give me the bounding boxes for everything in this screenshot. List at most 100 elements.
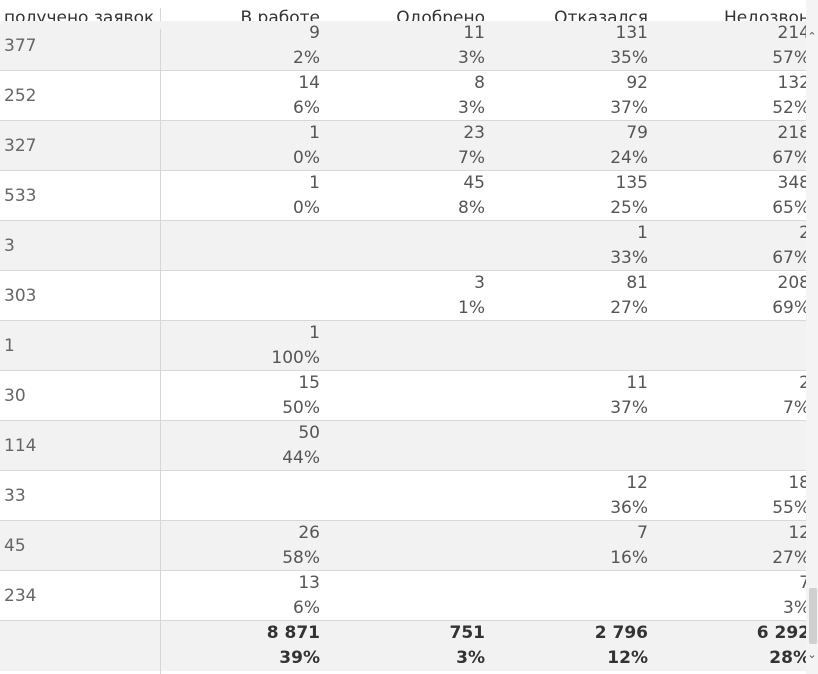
count-value: 131: [615, 23, 648, 43]
value-cell[interactable]: 73%: [670, 571, 806, 621]
count-value: 15: [298, 373, 320, 393]
value-cell[interactable]: [345, 471, 485, 521]
value-cell[interactable]: [180, 471, 320, 521]
count-value: 14: [298, 73, 320, 93]
count-value: 2 796: [594, 623, 648, 643]
column-separator: [160, 29, 161, 674]
value-cell[interactable]: [345, 521, 485, 571]
value-cell[interactable]: [670, 421, 806, 471]
value-cell[interactable]: 1 0%: [180, 121, 320, 171]
count-value: 11: [463, 23, 485, 43]
value-cell[interactable]: 23 7%: [345, 121, 485, 171]
count-value: 11: [626, 373, 648, 393]
value-cell[interactable]: 79 24%: [508, 121, 648, 171]
row-label: 33: [4, 486, 26, 506]
value-cell[interactable]: [345, 321, 485, 371]
value-cell[interactable]: 1 100%: [180, 321, 320, 371]
value-cell[interactable]: [508, 321, 648, 371]
count-value: 7: [799, 573, 806, 593]
percent-value: 35%: [610, 48, 648, 68]
count-value: 50: [298, 423, 320, 443]
vertical-scrollbar[interactable]: ⌃ ⌄: [806, 0, 818, 674]
scrollbar-thumb[interactable]: [809, 588, 817, 644]
value-cell[interactable]: 8 3%: [345, 71, 485, 121]
value-cell[interactable]: 81 27%: [508, 271, 648, 321]
value-cell[interactable]: 11 3%: [345, 21, 485, 71]
value-cell[interactable]: 13 6%: [180, 571, 320, 621]
value-cell[interactable]: 7 16%: [508, 521, 648, 571]
value-cell[interactable]: 45 8%: [345, 171, 485, 221]
table-row[interactable]: 114 50 44%: [0, 421, 806, 471]
table-row[interactable]: 1 1 100%: [0, 321, 806, 371]
percent-value: 52%: [772, 98, 806, 118]
value-cell[interactable]: 14 6%: [180, 71, 320, 121]
value-cell[interactable]: 27%: [670, 371, 806, 421]
row-label: 303: [4, 286, 37, 306]
value-cell[interactable]: 2 796 12%: [508, 621, 648, 671]
value-cell[interactable]: 751 3%: [345, 621, 486, 671]
value-cell[interactable]: 11 37%: [508, 371, 648, 421]
value-cell[interactable]: [345, 421, 485, 471]
percent-value: 25%: [610, 198, 648, 218]
value-cell[interactable]: 131 35%: [508, 21, 648, 71]
value-cell[interactable]: 6 292 28%: [670, 621, 806, 671]
value-cell[interactable]: [345, 221, 485, 271]
value-cell[interactable]: [345, 571, 485, 621]
percent-value: 3%: [783, 598, 806, 618]
percent-value: 0%: [293, 148, 320, 168]
value-cell[interactable]: [508, 421, 648, 471]
percent-value: 37%: [610, 98, 648, 118]
scroll-up-icon[interactable]: ⌃: [807, 30, 817, 43]
value-cell[interactable]: 3 1%: [345, 271, 485, 321]
scroll-down-icon[interactable]: ⌄: [807, 648, 817, 661]
percent-value: 2%: [293, 48, 320, 68]
percent-value: 8%: [458, 198, 485, 218]
percent-value: 3%: [458, 98, 485, 118]
value-cell[interactable]: 9 2%: [180, 21, 320, 71]
value-cell[interactable]: [180, 221, 320, 271]
value-cell[interactable]: [508, 571, 648, 621]
percent-value: 39%: [279, 648, 320, 668]
count-value: 8 871: [266, 623, 320, 643]
percent-value: 16%: [610, 548, 648, 568]
value-cell[interactable]: [670, 321, 806, 371]
value-cell[interactable]: 26 58%: [180, 521, 320, 571]
percent-value: 37%: [610, 398, 648, 418]
percent-value: 69%: [772, 298, 806, 318]
count-value: 9: [309, 23, 320, 43]
value-cell[interactable]: [345, 371, 485, 421]
count-value: 45: [463, 173, 485, 193]
value-cell[interactable]: 267%: [670, 221, 806, 271]
value-cell[interactable]: 8 871 39%: [180, 621, 320, 671]
value-cell[interactable]: 15 50%: [180, 371, 320, 421]
percent-value: 58%: [282, 548, 320, 568]
value-cell[interactable]: 92 37%: [508, 71, 648, 121]
percent-value: 3%: [456, 648, 485, 668]
value-cell[interactable]: [180, 271, 320, 321]
totals-row[interactable]: 8 871 39% 751 3% 2 796 12% 6 292 28%: [0, 621, 806, 671]
value-cell[interactable]: 12 36%: [508, 471, 648, 521]
count-value: 3: [474, 273, 485, 293]
row-label: 252: [4, 86, 37, 106]
value-cell[interactable]: 1 33%: [508, 221, 648, 271]
value-cell[interactable]: 50 44%: [180, 421, 320, 471]
value-cell[interactable]: 135 25%: [508, 171, 648, 221]
value-cell[interactable]: 1 0%: [180, 171, 320, 221]
